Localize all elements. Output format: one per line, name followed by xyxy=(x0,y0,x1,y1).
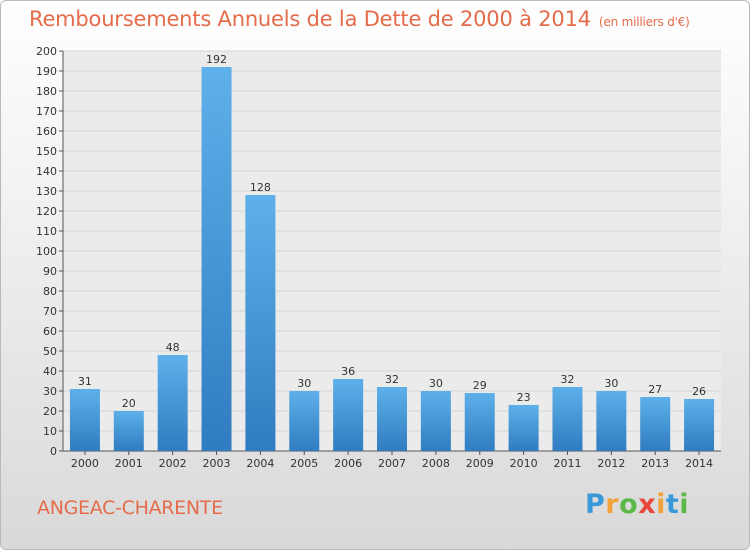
bar xyxy=(377,387,407,451)
y-tick-label: 30 xyxy=(43,385,57,398)
bar-value-label: 192 xyxy=(206,53,227,66)
y-tick-label: 130 xyxy=(36,185,57,198)
y-tick-label: 180 xyxy=(36,85,57,98)
bar xyxy=(157,355,188,451)
x-tick-label: 2003 xyxy=(203,457,231,470)
bar xyxy=(245,195,276,451)
bar xyxy=(113,411,144,451)
y-tick-label: 80 xyxy=(43,285,57,298)
y-tick-label: 150 xyxy=(36,145,57,158)
bar-value-label: 30 xyxy=(429,377,443,390)
y-tick-label: 190 xyxy=(36,65,57,78)
bar xyxy=(596,391,627,451)
x-tick-label: 2008 xyxy=(422,457,450,470)
x-tick-label: 2012 xyxy=(597,457,625,470)
x-tick-label: 2000 xyxy=(71,457,99,470)
bar-value-label: 36 xyxy=(341,365,355,378)
logo-letter: i xyxy=(679,489,690,520)
y-tick-label: 50 xyxy=(43,345,57,358)
x-tick-label: 2002 xyxy=(159,457,187,470)
bar-value-label: 27 xyxy=(648,383,662,396)
proxiti-logo: Proxiti xyxy=(585,489,689,520)
logo-letter: r xyxy=(605,489,620,520)
bar xyxy=(464,393,495,451)
bar-value-label: 30 xyxy=(297,377,311,390)
y-tick-label: 70 xyxy=(43,305,57,318)
bar xyxy=(684,399,715,451)
x-tick-label: 2014 xyxy=(685,457,713,470)
x-tick-label: 2001 xyxy=(115,457,143,470)
y-tick-label: 170 xyxy=(36,105,57,118)
x-tick-label: 2009 xyxy=(466,457,494,470)
bar xyxy=(333,379,364,451)
bar xyxy=(420,391,451,451)
y-tick-label: 200 xyxy=(36,45,57,58)
x-tick-label: 2004 xyxy=(246,457,274,470)
chart-title: Remboursements Annuels de la Dette de 20… xyxy=(29,7,690,31)
x-tick-label: 2013 xyxy=(641,457,669,470)
y-tick-label: 160 xyxy=(36,125,57,138)
bar-value-label: 32 xyxy=(385,373,399,386)
y-tick-label: 120 xyxy=(36,205,57,218)
bar-value-label: 26 xyxy=(692,385,706,398)
bar-value-label: 31 xyxy=(78,375,92,388)
bar xyxy=(552,387,583,451)
bar xyxy=(69,389,100,451)
x-tick-label: 2006 xyxy=(334,457,362,470)
y-tick-label: 110 xyxy=(36,225,57,238)
y-tick-label: 40 xyxy=(43,365,57,378)
bar xyxy=(508,405,539,451)
y-tick-label: 10 xyxy=(43,425,57,438)
y-tick-label: 90 xyxy=(43,265,57,278)
chart-title-unit: (en milliers d'€) xyxy=(598,15,690,29)
chart-title-main: Remboursements Annuels de la Dette de 20… xyxy=(29,7,591,31)
bar-value-label: 23 xyxy=(517,391,531,404)
y-tick-label: 100 xyxy=(36,245,57,258)
logo-letter: t xyxy=(665,489,680,520)
bar-value-label: 48 xyxy=(166,341,180,354)
bar-value-label: 20 xyxy=(122,397,136,410)
bar-value-label: 29 xyxy=(473,379,487,392)
y-tick-label: 0 xyxy=(50,445,57,458)
bar xyxy=(289,391,320,451)
y-tick-label: 20 xyxy=(43,405,57,418)
x-tick-label: 2007 xyxy=(378,457,406,470)
bar xyxy=(640,397,671,451)
x-tick-label: 2010 xyxy=(510,457,538,470)
bar-value-label: 32 xyxy=(560,373,574,386)
bar-value-label: 30 xyxy=(604,377,618,390)
logo-letter: P xyxy=(585,489,606,520)
x-tick-label: 2005 xyxy=(290,457,318,470)
logo-letter: o xyxy=(619,489,639,520)
x-tick-label: 2011 xyxy=(553,457,581,470)
commune-name: ANGEAC-CHARENTE xyxy=(37,497,223,519)
y-tick-label: 140 xyxy=(36,165,57,178)
logo-letter: i xyxy=(656,489,666,520)
logo-letter: x xyxy=(638,489,657,520)
bar xyxy=(201,67,232,451)
y-tick-label: 60 xyxy=(43,325,57,338)
bar-value-label: 128 xyxy=(250,181,271,194)
